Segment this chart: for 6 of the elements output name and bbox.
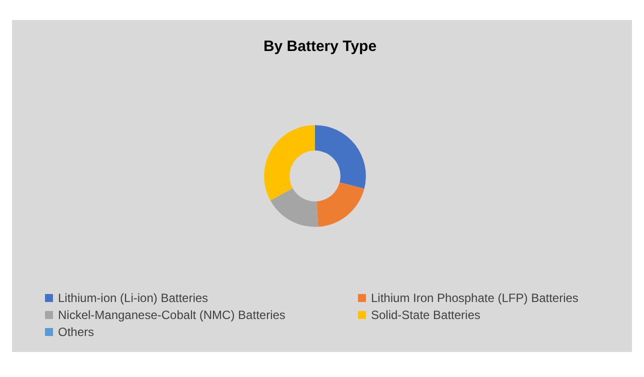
legend-label: Solid-State Batteries <box>371 308 480 322</box>
legend-label: Lithium-ion (Li-ion) Batteries <box>58 291 208 305</box>
legend-label: Lithium Iron Phosphate (LFP) Batteries <box>371 291 578 305</box>
chart-title: By Battery Type <box>263 38 377 55</box>
legend-label: Nickel-Manganese-Cobalt (NMC) Batteries <box>58 308 286 322</box>
legend-label: Others <box>58 325 94 339</box>
